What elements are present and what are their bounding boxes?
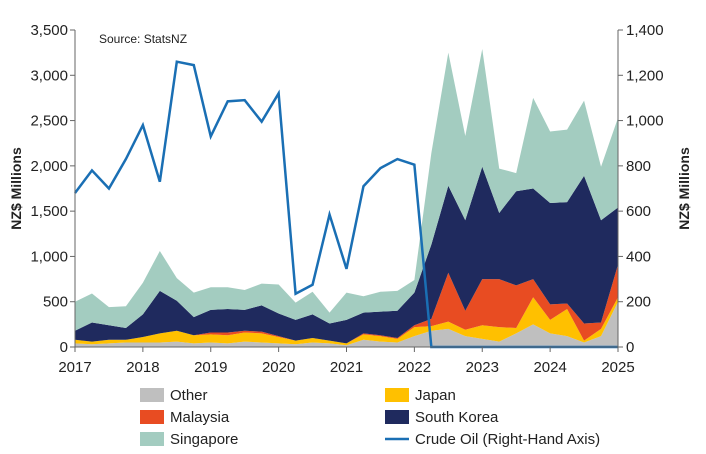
stacked-areas [75,49,618,347]
right-axis-ticks: 0 200 400 600 800 1,000 1,200 1,400 [618,22,664,356]
x-tick-label: 2024 [533,359,566,376]
right-tick-label: 400 [626,248,651,265]
legend-swatch-other [140,388,164,402]
left-tick-label: 1,000 [30,248,68,265]
x-tick-label: 2022 [398,359,431,376]
right-tick-label: 1,000 [626,113,664,130]
legend-label-malaysia: Malaysia [170,409,230,426]
area-japan [75,297,618,346]
area-south-korea [75,166,618,344]
x-tick-label: 2018 [126,359,159,376]
source-note: Source: StatsNZ [99,32,187,46]
x-tick-label: 2019 [194,359,227,376]
x-tick-label: 2020 [262,359,295,376]
left-tick-label: 3,000 [30,67,68,84]
right-tick-label: 1,200 [626,67,664,84]
y-axis-title-left: NZ$ Millions [8,147,24,230]
right-tick-label: 1,400 [626,22,664,39]
legend-label-singapore: Singapore [170,431,238,448]
x-tick-label: 2025 [601,359,634,376]
right-tick-label: 200 [626,294,651,311]
right-tick-label: 800 [626,158,651,175]
area-malaysia [75,264,618,344]
legend-swatch-malaysia [140,410,164,424]
left-tick-label: 1,500 [30,203,68,220]
legend: Other Japan Malaysia South Korea Singapore Cr… [140,387,600,448]
legend-swatch-singapore [140,432,164,446]
left-tick-label: 2,000 [30,158,68,175]
legend-swatch-japan [385,388,409,402]
left-tick-label: 2,500 [30,113,68,130]
right-tick-label: 600 [626,203,651,220]
legend-label-other: Other [170,387,208,404]
legend-swatch-south-korea [385,410,409,424]
left-tick-label: 500 [43,294,68,311]
legend-label-japan: Japan [415,387,456,404]
x-tick-label: 2017 [58,359,91,376]
x-tick-label: 2023 [466,359,499,376]
legend-label-south-korea: South Korea [415,409,499,426]
x-tick-label: 2021 [330,359,363,376]
legend-label-crude-oil-right-hand-axis: Crude Oil (Right-Hand Axis) [415,431,600,448]
area-singapore [75,49,618,331]
area-other [75,301,618,347]
left-axis-ticks: 0 500 1,000 1,500 2,000 2,500 3,000 3,500 [30,22,75,356]
right-tick-label: 0 [626,339,634,356]
left-tick-label: 3,500 [30,22,68,39]
x-axis-ticks: 2017 2018 2019 2020 2021 2022 2023 2024 2025 [58,347,635,376]
left-tick-label: 0 [60,339,68,356]
y-axis-title-right: NZ$ Millions [676,147,692,230]
